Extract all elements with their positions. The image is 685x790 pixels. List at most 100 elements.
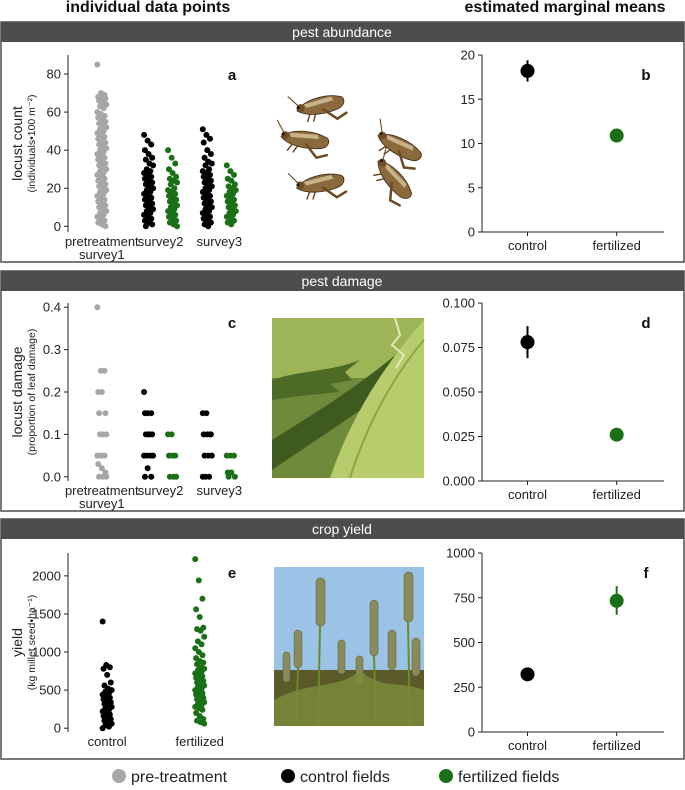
y-axis-title: locust damage	[9, 346, 25, 437]
data-point-fertilized	[195, 577, 202, 584]
data-point-control	[203, 131, 210, 138]
data-point-fertilized	[199, 652, 206, 659]
data-point-control	[146, 431, 153, 438]
y-tick-label: 0.3	[43, 342, 61, 357]
section-banner	[1, 271, 684, 291]
data-point-control	[99, 618, 106, 625]
data-point-control	[202, 162, 209, 169]
data-point-control	[100, 665, 107, 672]
y-tick-label: 750	[453, 590, 475, 605]
data-point-fertilized	[172, 160, 179, 167]
x-tick-label: fertilized	[592, 738, 640, 753]
data-point-control	[105, 723, 112, 730]
data-point-fertilized	[225, 473, 232, 480]
data-point-control	[142, 156, 149, 163]
mean-point-fertilized	[609, 593, 624, 608]
data-point-fertilized	[227, 168, 234, 175]
data-point-control	[147, 452, 154, 459]
data-point-control	[199, 473, 206, 480]
panel-label: e	[228, 565, 236, 582]
data-point-pre	[100, 105, 107, 112]
data-point-control	[148, 473, 155, 480]
x-tick-label: survey3	[197, 234, 243, 249]
y-tick-label: 500	[39, 683, 61, 698]
data-point-fertilized	[192, 556, 199, 563]
data-point-pre	[95, 461, 102, 468]
x-tick-label: survey1	[79, 247, 125, 262]
data-point-control	[141, 410, 148, 417]
panel-d: d 0.000 0.025 0.050 0.075 0.100 control fertili…	[442, 296, 664, 502]
x-tick-label: fertilized	[176, 734, 224, 749]
panel-label: d	[641, 315, 650, 332]
x-tick-label: control	[88, 734, 127, 749]
mean-point-control	[520, 335, 535, 350]
data-point-control	[144, 465, 151, 472]
y-tick-label: 0.2	[43, 385, 61, 400]
data-point-control	[208, 160, 215, 167]
data-point-pre	[101, 452, 108, 459]
banner-title: pest damage	[302, 273, 383, 289]
legend-control-marker	[281, 769, 295, 783]
y-tick-label: 15	[461, 92, 475, 107]
data-point-fertilized	[165, 166, 172, 173]
data-point-fertilized	[200, 659, 207, 666]
data-point-fertilized	[231, 473, 238, 480]
legend-control-label: control fields	[300, 769, 390, 785]
legend-pre-marker	[112, 769, 126, 783]
y-tick-label: 60	[47, 105, 61, 120]
data-point-control	[149, 221, 156, 228]
y-tick-label: 0	[54, 721, 61, 736]
legend-fertilized-marker	[439, 769, 453, 783]
data-point-fertilized	[168, 431, 175, 438]
data-point-control	[104, 671, 111, 678]
millet-icon	[274, 567, 424, 727]
x-tick-label: survey2	[138, 234, 184, 249]
data-point-fertilized	[199, 706, 206, 713]
banner-title: pest abundance	[292, 24, 392, 40]
data-point-fertilized	[228, 221, 235, 228]
data-point-pre	[101, 367, 108, 374]
legend-pre-label: pre-treatment	[131, 769, 228, 785]
section-pest-abundance: pest abundance	[0, 21, 685, 263]
x-tick-label: survey1	[79, 496, 125, 511]
data-point-fertilized	[192, 645, 199, 652]
data-point-control	[144, 137, 151, 144]
data-point-control	[207, 135, 213, 142]
data-point-control	[148, 410, 155, 417]
y-tick-label: 0	[468, 225, 475, 240]
data-point-control	[208, 452, 215, 459]
data-point-control	[141, 131, 148, 138]
y-tick-label: 0	[54, 219, 61, 234]
x-tick-label: survey2	[138, 483, 184, 498]
y-axis-subtitle: (individuals•100 m⁻²)	[26, 95, 38, 193]
header-left: individual data points	[66, 0, 231, 16]
y-axis-subtitle: (kg millet seed•ha⁻¹)	[26, 595, 38, 691]
damaged-leaf-icon	[272, 317, 425, 479]
y-axis-subtitle: (proportion of leaf damage)	[26, 329, 38, 456]
panel-c: c 0.0 0.1 0.2 0.3 0.4 locust damage (proportion…	[9, 300, 242, 511]
data-point-control	[145, 150, 152, 157]
data-point-pre	[102, 223, 109, 230]
data-point-pre	[103, 473, 110, 480]
data-point-control	[148, 141, 155, 148]
data-point-fertilized	[169, 170, 176, 176]
data-point-fertilized	[196, 613, 203, 620]
data-point-control	[201, 154, 208, 161]
y-tick-label: 0.050	[442, 385, 475, 400]
data-point-pre	[94, 61, 101, 68]
data-point-control	[107, 679, 114, 686]
y-tick-label: 40	[47, 143, 61, 158]
data-point-pre	[98, 389, 105, 395]
y-axis-title: locust count	[9, 106, 25, 181]
panel-label: c	[228, 315, 236, 332]
y-tick-label: 0.075	[442, 340, 475, 355]
y-tick-label: 80	[47, 67, 61, 82]
y-tick-label: 5	[468, 180, 475, 195]
data-point-fertilized	[168, 154, 175, 161]
x-tick-label: pretreatment	[65, 234, 139, 249]
header-right: estimated marginal means	[465, 0, 666, 16]
x-tick-label: control	[508, 487, 547, 502]
data-point-control	[106, 664, 113, 671]
data-point-control	[141, 147, 148, 154]
